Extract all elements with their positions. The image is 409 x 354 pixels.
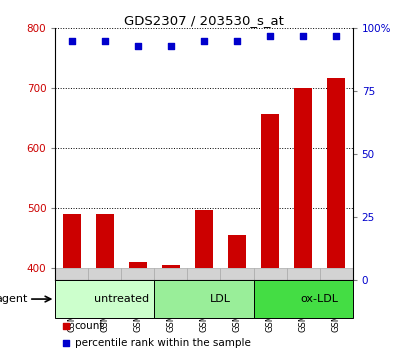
Bar: [194, 210, 213, 268]
Bar: [128, 262, 147, 268]
Text: ox-LDL: ox-LDL: [300, 294, 338, 304]
Point: [233, 38, 240, 44]
Bar: [154, 268, 187, 280]
Point: [266, 33, 273, 39]
Text: untreated: untreated: [94, 294, 148, 304]
Bar: [121, 268, 154, 280]
Bar: [88, 268, 121, 280]
Title: GDS2307 / 203530_s_at: GDS2307 / 203530_s_at: [124, 14, 283, 27]
Bar: [253, 280, 352, 319]
Bar: [260, 114, 279, 268]
Bar: [55, 280, 154, 319]
Bar: [326, 78, 344, 268]
Bar: [187, 268, 220, 280]
Point: [62, 323, 69, 329]
Point: [299, 33, 306, 39]
Point: [68, 38, 75, 44]
Bar: [220, 268, 253, 280]
Point: [167, 43, 174, 49]
Bar: [55, 268, 88, 280]
Bar: [286, 268, 319, 280]
Bar: [319, 268, 352, 280]
Bar: [227, 235, 245, 268]
Text: percentile rank within the sample: percentile rank within the sample: [74, 338, 250, 348]
Point: [101, 38, 108, 44]
Text: LDL: LDL: [209, 294, 230, 304]
Point: [332, 33, 339, 39]
Bar: [96, 214, 114, 268]
Point: [134, 43, 141, 49]
Text: count: count: [74, 320, 104, 331]
Point: [62, 341, 69, 346]
Point: [200, 38, 207, 44]
Bar: [293, 88, 311, 268]
Bar: [162, 265, 180, 268]
Bar: [63, 214, 81, 268]
Text: agent: agent: [0, 294, 27, 304]
Bar: [253, 268, 286, 280]
Bar: [154, 280, 253, 319]
